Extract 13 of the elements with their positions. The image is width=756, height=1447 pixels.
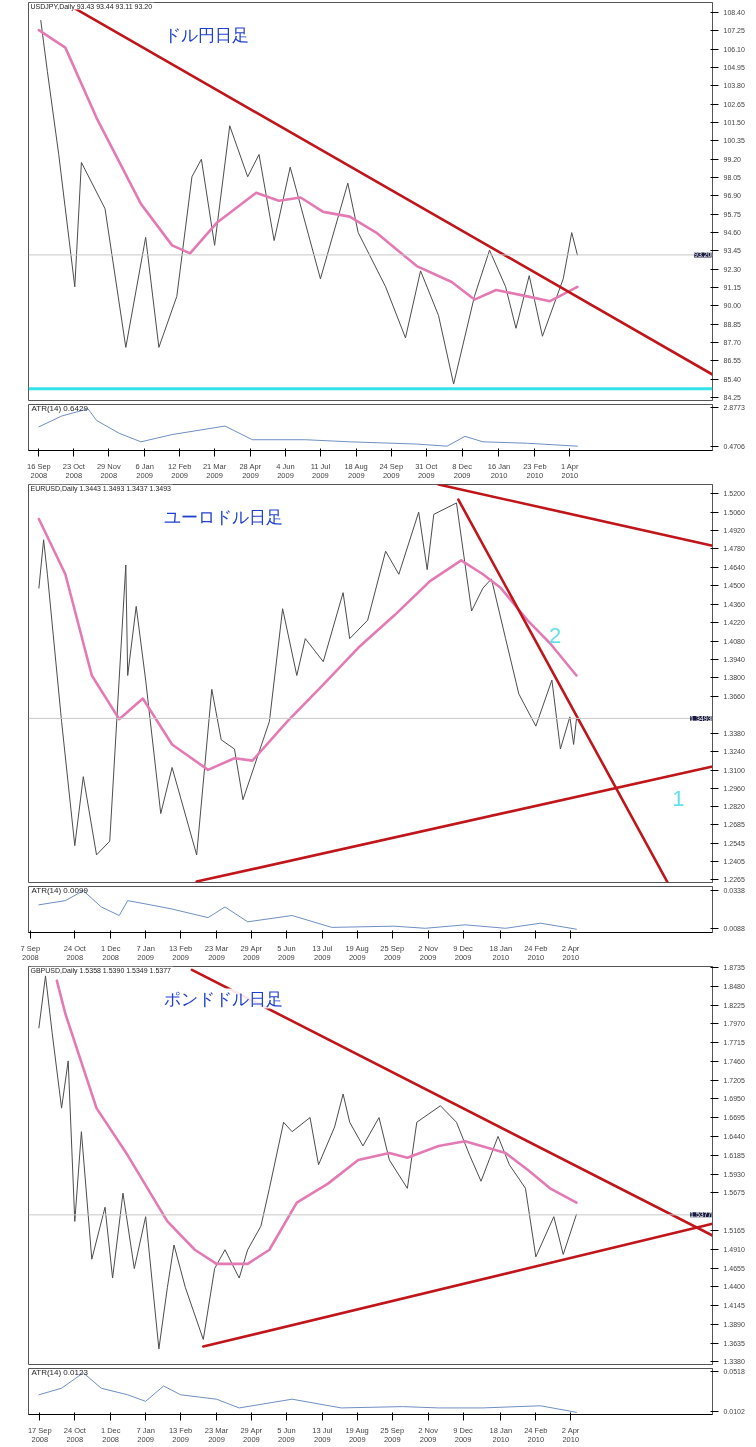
text: ユーロドル日足 <box>163 506 283 527</box>
chart-title: ATR(14) 0.6429 <box>31 403 89 413</box>
chart-title: ATR(14) 0.0123 <box>31 1367 89 1377</box>
text: ドル円日足 <box>163 24 249 45</box>
chart-title: ATR(14) 0.0099 <box>31 885 89 895</box>
line-series <box>38 502 577 856</box>
annotation: 2 <box>549 623 562 649</box>
text: ポンドドル日足 <box>163 988 283 1009</box>
annotation: 1 <box>672 786 685 812</box>
line-series <box>40 20 578 385</box>
line-series <box>38 975 577 1350</box>
line-series <box>37 28 579 303</box>
line-series <box>55 979 578 1266</box>
